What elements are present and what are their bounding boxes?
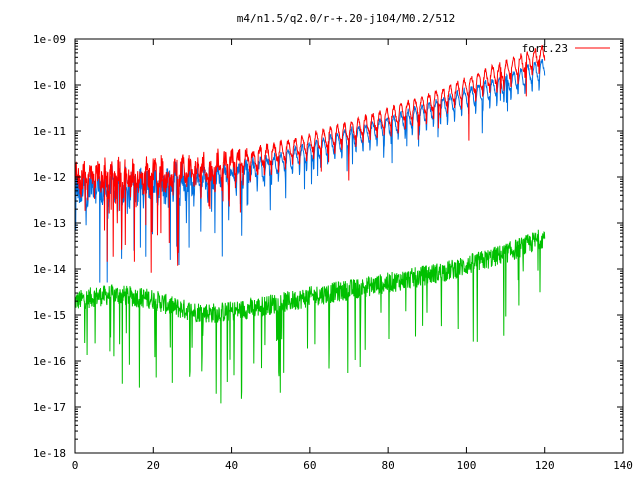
plot-frame bbox=[74, 38, 624, 454]
x-tick-label: 140 bbox=[613, 459, 633, 472]
series-layer bbox=[74, 45, 546, 404]
y-tick-label: 1e-16 bbox=[33, 355, 66, 368]
y-tick-label: 1e-15 bbox=[33, 309, 66, 322]
y-tick-label: 1e-11 bbox=[33, 125, 66, 138]
x-tick-label: 40 bbox=[225, 459, 238, 472]
series-fort-23-line bbox=[74, 45, 546, 273]
chart-title: m4/n1.5/q2.0/r-+.20-j104/M0.2/512 bbox=[237, 12, 456, 25]
y-tick-label: 1e-18 bbox=[33, 447, 66, 460]
x-tick-label: 60 bbox=[303, 459, 316, 472]
y-tick-label: 1e-12 bbox=[33, 171, 66, 184]
legend-label-fort-23: fort.23 bbox=[522, 42, 568, 55]
y-tick-label: 1e-09 bbox=[33, 33, 66, 46]
x-tick-label: 20 bbox=[147, 459, 160, 472]
series-blue-line bbox=[74, 59, 546, 283]
axis-layer: 0 20 40 60 80 100 120 140 1e-18 1e-17 1e-16 1e-15 1e… bbox=[33, 33, 633, 472]
x-tick-label: 0 bbox=[72, 459, 79, 472]
y-tick-label: 1e-14 bbox=[33, 263, 66, 276]
x-tick-label: 100 bbox=[456, 459, 476, 472]
x-tick-label: 80 bbox=[382, 459, 395, 472]
legend: fort.23 bbox=[522, 42, 610, 55]
y-tick-label: 1e-13 bbox=[33, 217, 66, 230]
x-tick-label: 120 bbox=[535, 459, 555, 472]
y-tick-label: 1e-10 bbox=[33, 79, 66, 92]
y-tick-label: 1e-17 bbox=[33, 401, 66, 414]
series-green-line bbox=[74, 229, 546, 404]
